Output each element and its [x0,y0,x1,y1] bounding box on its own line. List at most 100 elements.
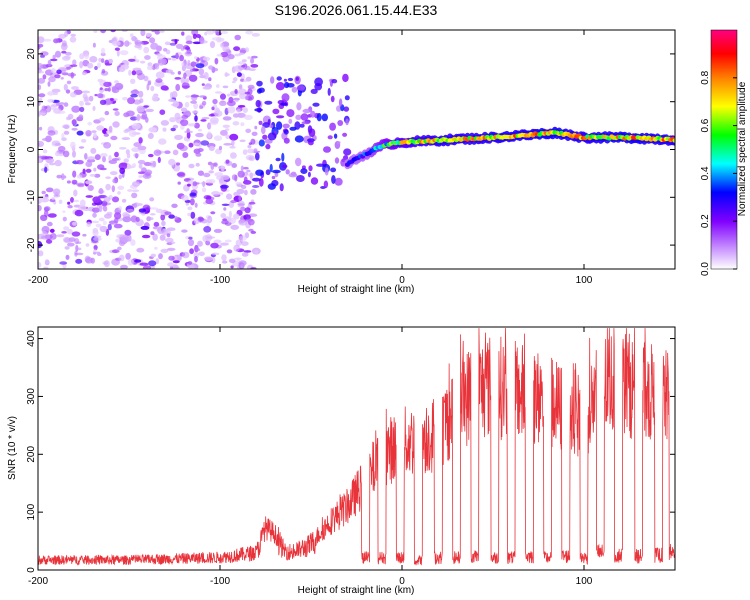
noise-cell [67,205,73,209]
x-tick-label: 100 [576,275,593,286]
noise-cell [124,229,132,236]
noise-cell [242,180,252,185]
noise-cell [161,220,166,227]
noise-cell [152,233,158,241]
noise-cell [104,110,110,116]
y-tick-label: 100 [26,503,37,520]
noise-cell [188,74,198,82]
transition-cell [254,152,260,161]
noise-cell [79,199,86,207]
transition-cell [258,139,265,147]
noise-cell [53,188,61,196]
transition-cell [265,143,271,150]
noise-cell [172,149,179,156]
noise-cell [166,247,176,251]
noise-cell [94,66,98,70]
transition-cell [267,183,276,190]
noise-cell [71,179,78,185]
noise-cell [187,206,193,211]
noise-cell [132,67,142,72]
noise-cell [76,241,82,244]
noise-cell [63,130,70,135]
transition-cell [271,175,276,180]
noise-cell [220,184,229,189]
noise-cell [93,244,98,251]
noise-cell [236,72,242,77]
transition-cell [342,73,349,83]
noise-cell [193,148,201,154]
noise-cell [156,53,163,57]
noise-cell [63,83,68,91]
noise-cell [41,156,50,160]
x-tick-label: -200 [28,275,48,286]
noise-cell [230,92,235,96]
noise-cell [81,71,87,76]
noise-cell [92,227,99,234]
noise-cell [152,160,157,168]
noise-cell [50,58,58,62]
snr-y-axis-label: SNR (10 * v/v) [7,416,18,480]
noise-cell [238,235,248,241]
noise-cell [69,36,77,43]
noise-cell [226,193,233,200]
noise-cell [180,47,185,51]
noise-cell [238,52,245,55]
noise-cell [38,43,44,48]
noise-cell [157,226,165,234]
noise-cell [205,240,211,246]
noise-cell [114,111,120,116]
noise-cell [87,185,94,191]
noise-cell [171,57,177,61]
noise-cell [61,231,67,234]
noise-cell [84,102,91,106]
noise-cell [174,134,183,140]
noise-cell [238,220,248,226]
noise-cell [119,147,127,150]
transition-cell [295,114,302,121]
noise-cell [147,132,154,139]
noise-cell [98,188,104,195]
noise-cell [64,237,73,243]
noise-cell [225,159,230,164]
noise-cell [187,123,196,127]
noise-cell [53,38,59,44]
noise-cell [181,65,186,72]
transition-cell [281,93,290,102]
noise-cell [135,59,140,63]
noise-cell [228,258,236,263]
noise-cell [253,148,258,153]
noise-cell [38,157,42,163]
transition-cell [310,177,319,185]
noise-cell [222,45,230,52]
transition-cell [272,108,280,115]
noise-cell [38,70,45,74]
noise-cell [216,84,220,88]
noise-cell [133,99,142,105]
noise-cell [241,64,246,68]
transition-cell [323,146,331,153]
noise-cell [244,189,248,196]
noise-cell [47,130,56,136]
noise-cell [247,148,255,154]
noise-cell [214,172,224,177]
noise-cell [110,30,116,33]
noise-cell [38,93,46,98]
x-tick-label: 100 [576,576,593,587]
noise-cell [133,89,138,92]
transition-cell [324,167,329,176]
noise-cell [198,68,205,76]
noise-cell [95,223,102,228]
noise-cell [102,205,108,212]
transition-cell [276,115,285,119]
noise-cell [74,209,84,217]
noise-cell [214,91,223,94]
noise-cell [231,139,235,147]
noise-cell [224,128,230,131]
noise-cell [67,201,71,205]
noise-cell [174,77,182,80]
noise-cell [238,195,242,202]
colorbar-tick-label: 0.6 [700,118,711,132]
noise-cell [245,218,254,222]
noise-cell [242,107,248,113]
y-tick-label: 200 [26,446,37,463]
